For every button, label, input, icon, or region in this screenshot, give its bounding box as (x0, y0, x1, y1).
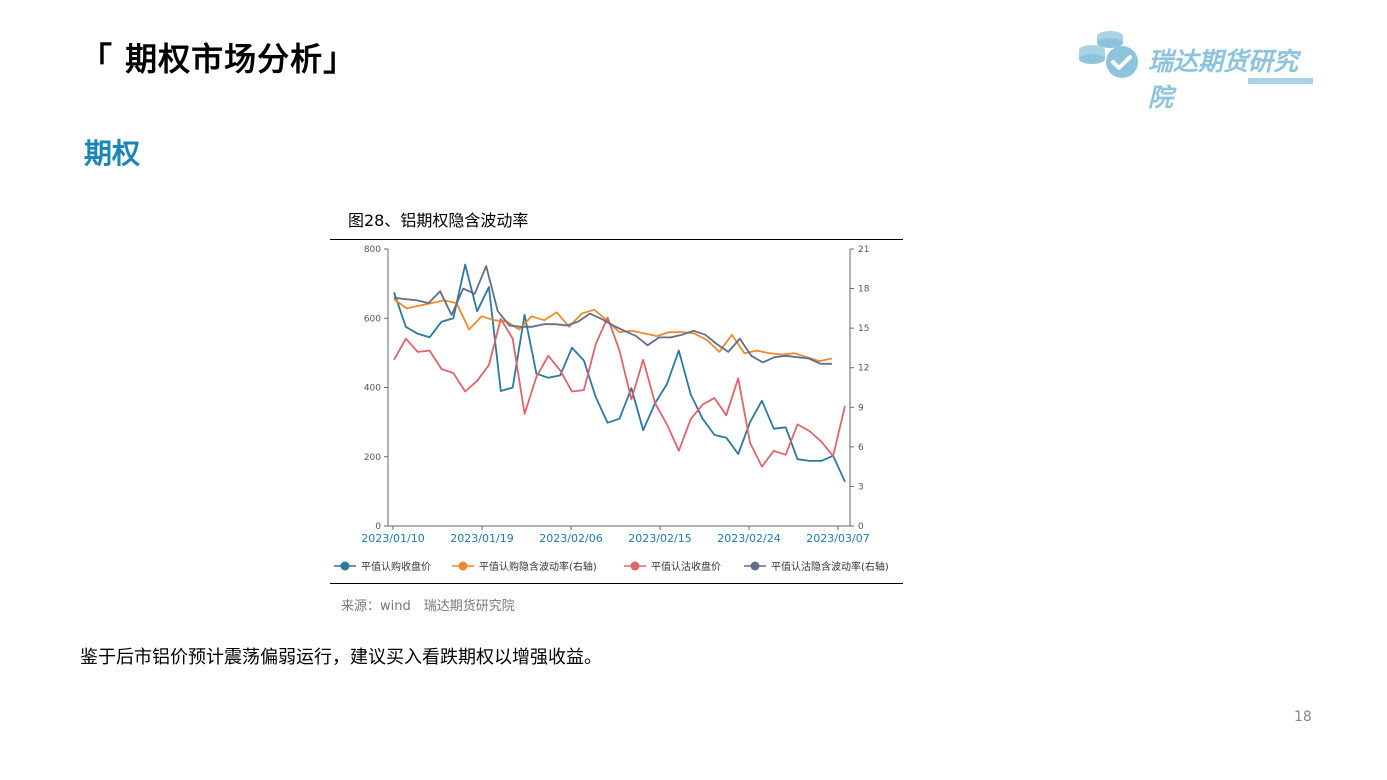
figure-caption: 图28、铝期权隐含波动率 (348, 211, 529, 230)
y-right-tick-label: 6 (858, 443, 864, 453)
x-tick-label: 2023/02/15 (628, 532, 691, 545)
legend-marker-1 (458, 561, 468, 571)
series-0-line (393, 263, 846, 483)
y-left-tick-label: 0 (375, 522, 381, 532)
y-left-tick-label: 600 (364, 314, 381, 324)
legend-label-3: 平值认沽隐含波动率(右轴) (771, 560, 889, 573)
series-3-line (393, 265, 832, 365)
legend-marker-2 (630, 561, 640, 571)
coin-stack-icon (1079, 31, 1138, 78)
section-title: 期权 (84, 137, 141, 170)
legend-label-1: 平值认购隐含波动率(右轴) (479, 560, 597, 573)
y-left-tick-label: 200 (364, 453, 381, 463)
x-tick-label: 2023/01/19 (450, 532, 513, 545)
legend-marker-3 (750, 561, 760, 571)
y-right-tick-label: 21 (858, 245, 869, 255)
figure-source: 来源：wind 瑞达期货研究院 (341, 599, 515, 614)
x-tick-label: 2023/03/07 (806, 532, 869, 545)
x-tick-label: 2023/02/24 (717, 532, 780, 545)
y-right-tick-label: 18 (858, 285, 870, 295)
analysis-text: 鉴于后市铝价预计震荡偏弱运行，建议买入看跌期权以增强收益。 (80, 647, 602, 668)
page-number: 18 (1294, 709, 1312, 725)
chart-top-rule (330, 239, 903, 240)
company-logo: 瑞达期货研究院 (1076, 28, 1316, 112)
page-title: 「 期权市场分析」 (80, 40, 357, 78)
legend-label-0: 平值认购收盘价 (361, 560, 431, 573)
y-right-tick-label: 0 (858, 522, 864, 532)
legend-label-2: 平值认沽收盘价 (651, 560, 721, 573)
y-right-tick-label: 9 (858, 403, 864, 413)
legend-marker-0 (340, 561, 350, 571)
x-tick-label: 2023/02/06 (539, 532, 602, 545)
y-right-tick-label: 15 (858, 324, 869, 334)
chart-bottom-rule (330, 583, 903, 584)
logo-text: 瑞达期货研究院 (1148, 47, 1299, 112)
series-2-line (393, 316, 846, 468)
y-left-tick-label: 800 (364, 245, 381, 255)
logo-underline (1248, 78, 1313, 84)
x-tick-label: 2023/01/10 (361, 532, 424, 545)
y-right-tick-label: 3 (858, 482, 864, 492)
y-left-tick-label: 400 (364, 384, 381, 394)
y-right-tick-label: 12 (858, 364, 869, 374)
